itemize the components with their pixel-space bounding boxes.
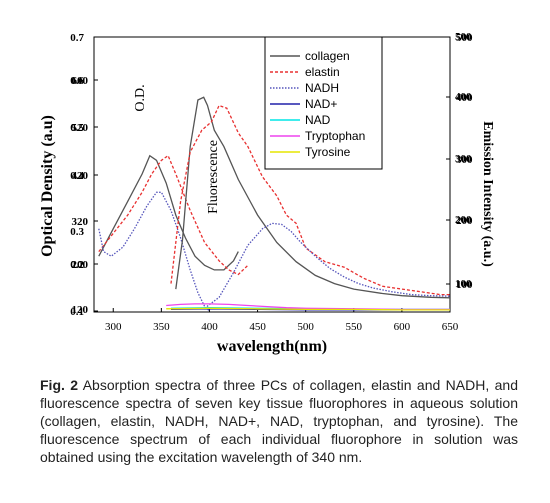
legend-label-nad: NAD (305, 113, 331, 127)
series-fluorescence-nadh (204, 222, 451, 309)
x-tick-label: 450 (249, 321, 266, 333)
bottom-axis-ticks: 300 350 400 450 500 550 600 650 (105, 308, 459, 333)
right-tick-label-secondary: 300 (456, 154, 473, 166)
chart: 6005204203202001200.70.60.50.40.30.20.1 … (39, 31, 495, 355)
y-axis-left-title: Optical Density (a.u) (39, 115, 56, 257)
right-tick-label: 100 (455, 278, 472, 290)
right-tick-label: 300 (455, 153, 472, 165)
left-axis-ticks: 600 520 420 320 200 120 0.7 0.6 0.5 0.4 0.3 0.2 0.1 (70, 32, 98, 318)
right-tick-label-secondary: 500 (456, 32, 473, 44)
legend-box (264, 36, 383, 170)
x-tick-label: 500 (297, 321, 314, 333)
x-tick-label: 600 (394, 321, 411, 333)
right-tick-label: 200 (455, 214, 472, 226)
figure-caption: Fig. 2 Absorption spectra of three PCs o… (40, 376, 518, 466)
left-tick-label-secondary: 200 (72, 259, 89, 271)
right-tick-label: 400 (455, 91, 472, 103)
x-tick-label: 300 (105, 321, 122, 333)
left-tick-label: 0.1 (70, 306, 84, 318)
y-axis-right-title: Emission Intensity (a.u.) (480, 121, 495, 267)
series-fluorescence-collagen (175, 96, 451, 299)
left-tick-label: 0.6 (70, 75, 84, 87)
right-tick-label-secondary: 400 (456, 92, 473, 104)
right-tick-label-secondary: 200 (456, 215, 473, 227)
left-tick-label-secondary: 120 (72, 304, 89, 316)
legend-label-tyrosine: Tyrosine (305, 145, 351, 159)
legend-label-tryptophan: Tryptophan (305, 129, 365, 143)
series-absorption-collagen (98, 154, 239, 271)
annotation-od: O.D. (133, 84, 148, 111)
caption-text: Absorption spectra of three PCs of colla… (40, 377, 518, 465)
left-tick-label-secondary: 320 (72, 216, 89, 228)
series-absorption-nadh (98, 191, 210, 312)
x-tick-label: 350 (153, 321, 170, 333)
left-tick-label: 0.3 (70, 226, 84, 238)
caption-label: Fig. 2 (40, 377, 79, 393)
x-tick-label: 400 (201, 321, 218, 333)
legend-label-nadh: NADH (305, 81, 339, 95)
series-absorption-elastin (98, 154, 249, 276)
left-tick-label-secondary: 420 (72, 170, 89, 182)
series-fluorescence-elastin (170, 104, 450, 296)
left-tick-label: 0.5 (70, 122, 84, 134)
series-layer (98, 96, 451, 312)
series-fluorescence-tyrosine (166, 307, 450, 311)
right-tick-label: 500 (455, 31, 472, 43)
x-axis-title: wavelength(nm) (217, 338, 327, 355)
left-tick-label: 0.7 (70, 32, 84, 44)
legend-items: collagen elastin NADH NAD+ NAD Tryptophan Tyro… (270, 49, 365, 159)
legend-label-elastin: elastin (305, 65, 340, 79)
legend-label-nad: NAD+ (305, 97, 337, 111)
left-tick-label: 0.4 (70, 170, 84, 182)
right-tick-label-secondary: 100 (456, 279, 473, 291)
legend-label-collagen: collagen (305, 49, 350, 63)
left-tick-label-secondary: 600 (72, 75, 89, 87)
legend: collagen elastin NADH NAD+ NAD Tryptophan Tyro… (264, 36, 383, 170)
x-tick-label: 550 (346, 321, 363, 333)
annotation-fluorescence: Fluorescence (206, 140, 221, 214)
left-tick-label: 0.2 (70, 259, 84, 271)
left-tick-label-secondary: 520 (72, 122, 89, 134)
x-tick-label: 650 (442, 321, 459, 333)
